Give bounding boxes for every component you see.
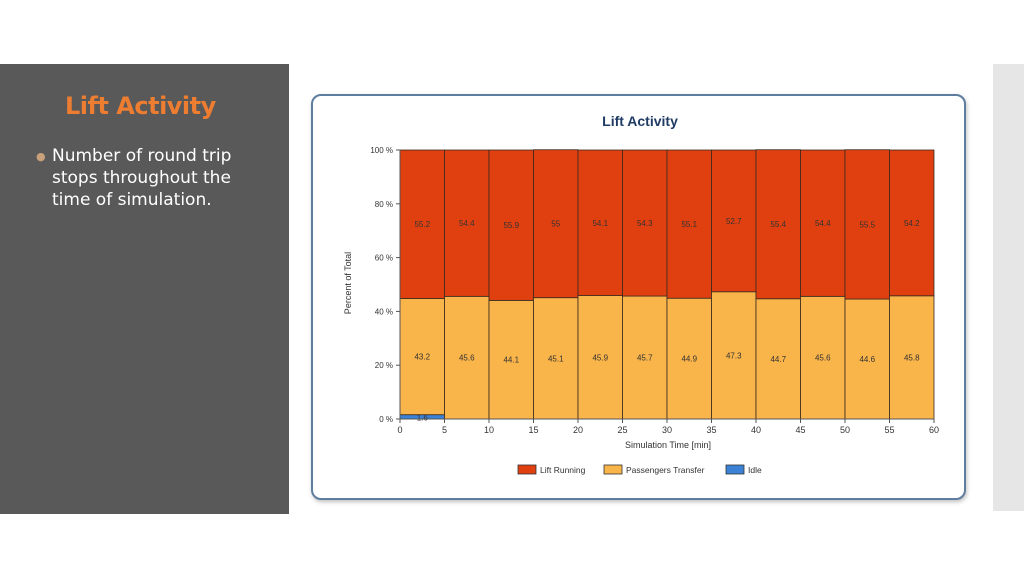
legend-label: Idle [748, 465, 762, 475]
bullet-dot-icon: ● [36, 150, 46, 163]
bullet-text: Number of round trip stops throughout th… [52, 146, 232, 210]
data-label: 45.6 [459, 354, 475, 363]
bar-segment [444, 295, 490, 420]
y-axis-label: Percent of Total [343, 252, 353, 314]
data-label: 45.9 [592, 353, 608, 362]
bar-segment [844, 298, 890, 420]
legend-label: Lift Running [540, 465, 586, 475]
bar-segment [444, 149, 490, 297]
bar-segment [399, 149, 445, 299]
y-tick-label: 20 % [375, 361, 393, 370]
slide-title: Lift Activity [65, 92, 216, 120]
y-tick-label: 80 % [375, 200, 393, 209]
x-tick-label: 35 [706, 425, 716, 435]
data-label: 55.9 [503, 221, 519, 230]
data-label: 44.9 [681, 355, 697, 364]
legend: Lift Running Passengers Transfer Idle [517, 464, 762, 475]
x-tick-label: 0 [397, 425, 402, 435]
bar-segment [755, 149, 801, 300]
x-tick-label: 25 [617, 425, 627, 435]
x-tick-label: 50 [840, 425, 850, 435]
bar-segment [533, 297, 579, 420]
bar-segment [889, 295, 935, 420]
bar-segment [488, 149, 534, 301]
legend-swatch [725, 464, 745, 475]
data-label: 52.7 [726, 217, 742, 226]
right-edge-strip [993, 64, 1024, 511]
data-label: 45.8 [904, 353, 920, 362]
data-label: 54.2 [904, 219, 920, 228]
x-tick-label: 5 [442, 425, 447, 435]
y-tick-label: 60 % [375, 254, 393, 263]
bullet-list: ● Number of round trip stops throughout … [36, 145, 266, 211]
data-label: 44.7 [770, 355, 786, 364]
bar-segment [666, 297, 712, 420]
x-tick-label: 10 [484, 425, 494, 435]
y-tick-label: 0 % [379, 415, 393, 424]
data-label: 54.1 [592, 219, 608, 228]
data-label: 45.6 [815, 354, 831, 363]
x-tick-label: 15 [528, 425, 538, 435]
bar-segment [533, 149, 579, 299]
x-tick-label: 40 [751, 425, 761, 435]
legend-label: Passengers Transfer [626, 465, 705, 475]
legend-swatch [517, 464, 537, 475]
legend-swatch [603, 464, 623, 475]
y-tick-label: 40 % [375, 307, 393, 316]
bar-segment [711, 291, 757, 420]
data-label: 45.7 [637, 354, 653, 363]
data-label: 44.6 [859, 355, 875, 364]
data-label: 54.3 [637, 219, 653, 228]
bar-segment [755, 298, 801, 420]
x-tick-label: 60 [929, 425, 939, 435]
chart-frame: Lift Activity 1.6 43.2 55.2 45.6 54.4 44.1 55.… [311, 94, 966, 500]
data-label: 55 [551, 220, 560, 229]
bar-segment [622, 149, 668, 297]
bar-segment [800, 149, 846, 297]
x-tick-label: 55 [884, 425, 894, 435]
data-label: 45.1 [548, 354, 564, 363]
bullet-item: ● Number of round trip stops throughout … [36, 145, 266, 211]
bar-segment [622, 295, 668, 420]
bar-segment [889, 149, 935, 297]
data-label: 54.4 [459, 219, 475, 228]
x-tick-label: 45 [795, 425, 805, 435]
data-label: 43.2 [414, 353, 430, 362]
bar-segment [577, 149, 623, 296]
data-label: 54.4 [815, 219, 831, 228]
chart-title: Lift Activity [602, 113, 678, 129]
x-axis-label: Simulation Time [min] [625, 440, 711, 450]
bar-segment [666, 149, 712, 299]
data-label: 55.2 [414, 220, 430, 229]
data-label: 55.1 [681, 220, 697, 229]
data-label: 47.3 [726, 351, 742, 360]
data-label: 1.6 [417, 414, 429, 423]
left-panel [0, 64, 289, 514]
y-tick-label: 100 % [370, 146, 393, 155]
x-tick-label: 30 [662, 425, 672, 435]
bar-segment [711, 149, 757, 293]
x-tick-label: 20 [573, 425, 583, 435]
bar-segment [844, 149, 890, 300]
data-label: 55.5 [859, 220, 875, 229]
chart-svg: Lift Activity 1.6 43.2 55.2 45.6 54.4 44.1 55.… [343, 113, 939, 475]
data-label: 55.4 [770, 220, 786, 229]
data-label: 44.1 [503, 356, 519, 365]
